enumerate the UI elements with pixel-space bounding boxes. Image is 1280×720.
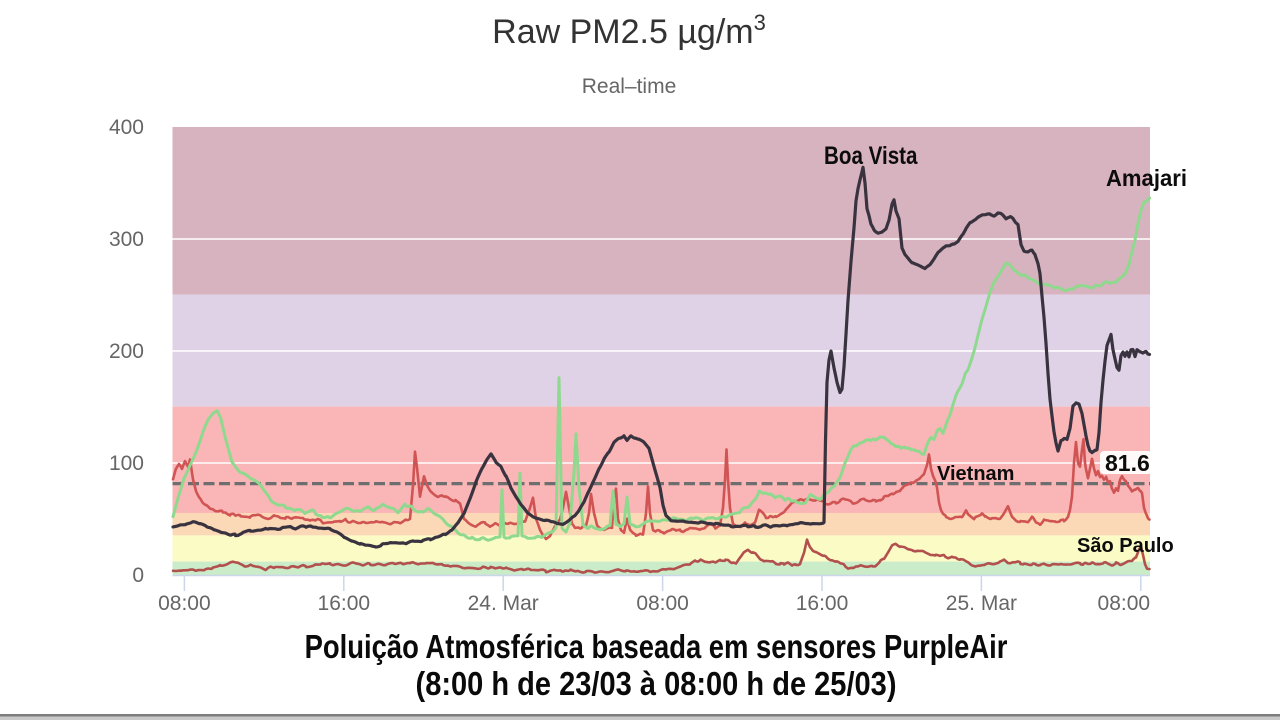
svg-text:16:00: 16:00 bbox=[796, 592, 849, 615]
svg-text:Poluição Atmosférica baseada e: Poluição Atmosférica baseada em sensores… bbox=[305, 630, 1008, 666]
svg-text:25. Mar: 25. Mar bbox=[946, 592, 1017, 615]
svg-text:São Paulo: São Paulo bbox=[1077, 535, 1174, 557]
svg-text:300: 300 bbox=[109, 228, 144, 251]
svg-text:Real–time: Real–time bbox=[582, 75, 677, 98]
svg-text:24. Mar: 24. Mar bbox=[468, 592, 539, 615]
svg-text:Amajari: Amajari bbox=[1106, 166, 1187, 192]
svg-text:Raw PM2.5 µg/m3: Raw PM2.5 µg/m3 bbox=[492, 10, 766, 51]
svg-text:400: 400 bbox=[109, 116, 144, 139]
svg-text:16:00: 16:00 bbox=[318, 592, 371, 615]
svg-text:0: 0 bbox=[132, 564, 144, 587]
svg-text:Boa Vista: Boa Vista bbox=[824, 141, 918, 169]
svg-text:100: 100 bbox=[109, 452, 144, 475]
svg-text:200: 200 bbox=[109, 340, 144, 363]
svg-text:08:00: 08:00 bbox=[158, 592, 211, 615]
svg-text:Vietnam: Vietnam bbox=[937, 463, 1014, 485]
svg-text:(8:00 h de 23/03 à 08:00 h de: (8:00 h de 23/03 à 08:00 h de 25/03) bbox=[416, 665, 897, 702]
svg-text:81.6: 81.6 bbox=[1105, 450, 1150, 476]
svg-text:08:00: 08:00 bbox=[636, 592, 689, 615]
svg-text:08:00: 08:00 bbox=[1098, 592, 1151, 615]
